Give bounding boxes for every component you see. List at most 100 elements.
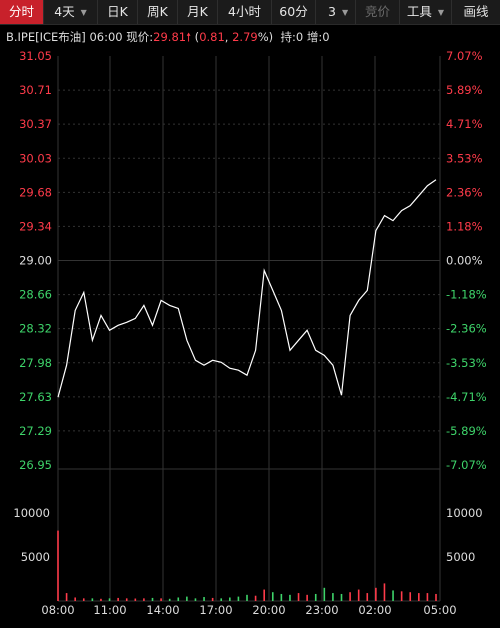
volume-bar — [366, 593, 369, 601]
volume-bar — [271, 592, 274, 601]
volume-bar — [332, 593, 334, 601]
tab-3min[interactable]: 3 ▼ — [316, 0, 356, 24]
intraday-chart[interactable]: 31.05 7.07% 30.71 5.89% 30.37 4.71% 30.03 3.53%… — [0, 44, 500, 628]
caret-down-icon: ▼ — [341, 7, 349, 17]
time-tick-label: 23:00 — [305, 603, 338, 617]
volume-bar — [280, 593, 283, 601]
volume-bar — [323, 587, 326, 601]
volume-bar — [57, 530, 59, 601]
volume-bar — [168, 598, 171, 601]
volume-bar — [263, 589, 265, 601]
price-tick-label: 30.37 — [19, 117, 52, 131]
holding-value: 0 — [295, 30, 304, 44]
price-tick-label: 28.66 — [19, 288, 52, 302]
volume-bar — [229, 597, 231, 601]
time-tick-label: 08:00 — [41, 603, 74, 617]
volume-bar — [383, 583, 386, 601]
caret-down-icon: ▼ — [80, 7, 87, 17]
volume-bar — [409, 592, 412, 601]
time-tick-label: 02:00 — [358, 603, 391, 617]
tools-button[interactable]: 工具 ▼ — [400, 0, 452, 24]
tab-4day[interactable]: 4天 ▼ — [44, 0, 98, 24]
price-tick-label: 29.00 — [19, 254, 52, 268]
volume-bar — [65, 593, 68, 601]
time-tick-label: 14:00 — [146, 603, 179, 617]
volume-bar — [306, 594, 308, 601]
volume-bar — [297, 593, 300, 601]
volume-bar — [74, 597, 76, 601]
tab-intraday[interactable]: 分时 — [0, 0, 44, 24]
tab-auction[interactable]: 竞价 — [356, 0, 400, 24]
increase-label: 增: — [306, 30, 323, 44]
price-tick-label: 27.63 — [19, 390, 52, 404]
price-tick-label: 30.03 — [19, 151, 52, 165]
price-tick-label: 27.98 — [19, 356, 52, 370]
tab-4hour[interactable]: 4小时 — [218, 0, 272, 24]
volume-bar — [435, 593, 437, 601]
symbol-name: B.IPE[ICE布油] — [6, 30, 86, 44]
volume-bar — [117, 597, 119, 601]
volume-bar — [194, 598, 197, 601]
price-change-pct: 2.79 — [232, 30, 258, 44]
volume-bar — [220, 598, 223, 601]
time-tick-label: 05:00 — [423, 603, 456, 617]
quote-info-bar: B.IPE[ICE布油] 06:00 现价:29.81🠕 (0.81, 2.79… — [6, 30, 330, 44]
time-tick-label: 17:00 — [199, 603, 232, 617]
percent-tick-label: -4.71% — [446, 390, 487, 404]
volume-bar — [203, 597, 205, 601]
draw-line-button[interactable]: 画线 — [463, 4, 489, 19]
price-tick-label: 31.05 — [19, 49, 52, 63]
volume-bar — [211, 597, 214, 601]
caret-down-icon: ▼ — [437, 7, 445, 17]
percent-tick-label: 3.53% — [446, 151, 483, 165]
price-tick-label: 29.68 — [19, 185, 52, 199]
volume-bar — [418, 593, 420, 601]
volume-tick-label: 5000 — [21, 550, 50, 564]
price-change: 0.81 — [199, 30, 225, 44]
volume-bar — [143, 598, 145, 601]
percent-tick-label: -3.53% — [446, 356, 487, 370]
volume-bar — [186, 596, 188, 601]
volume-bars — [57, 530, 437, 601]
volume-bar — [125, 598, 128, 601]
percent-tick-label: 5.89% — [446, 83, 483, 97]
tab-weekly-k[interactable]: 周K — [138, 0, 178, 24]
volume-bar — [375, 587, 377, 601]
time-tick-label: 11:00 — [93, 603, 126, 617]
up-arrow-icon: 🠕 — [186, 30, 192, 44]
volume-bar — [151, 597, 154, 601]
volume-bar — [82, 598, 85, 601]
volume-tick-label: 5000 — [446, 550, 475, 564]
holding-label: 持: — [280, 30, 296, 44]
volume-tick-label: 10000 — [446, 506, 483, 520]
volume-bar — [254, 595, 257, 601]
percent-tick-label: -2.36% — [446, 322, 487, 336]
current-price: 29.81 — [153, 30, 187, 44]
volume-bar — [177, 597, 180, 601]
percent-tick-label: -7.07% — [446, 458, 487, 472]
volume-bar — [91, 598, 94, 601]
tab-monthly-k[interactable]: 月K — [178, 0, 218, 24]
time-tick-label: 20:00 — [252, 603, 285, 617]
volume-bar — [426, 593, 429, 601]
percent-tick-label: 7.07% — [446, 49, 483, 63]
volume-bar — [340, 593, 343, 601]
tab-daily-k[interactable]: 日K — [98, 0, 138, 24]
quote-time: 06:00 — [89, 30, 123, 44]
axis-labels: 31.05 7.07% 30.71 5.89% 30.37 4.71% 30.03 3.53%… — [13, 49, 486, 617]
percent-tick-label: 4.71% — [446, 117, 483, 131]
period-toolbar: 分时 4天 ▼ 日K 周K 月K 4小时 60分 3 ▼ 竞价 工具 ▼ 画线 — [0, 0, 500, 25]
price-tick-label: 27.29 — [19, 424, 52, 438]
volume-bar — [100, 598, 102, 601]
volume-bar — [314, 593, 317, 601]
tab-60min[interactable]: 60分 — [272, 0, 316, 24]
percent-tick-label: -1.18% — [446, 288, 487, 302]
volume-bar — [160, 598, 162, 601]
price-label: 现价: — [126, 30, 154, 44]
price-tick-label: 29.34 — [19, 219, 52, 233]
price-tick-label: 26.95 — [19, 458, 52, 472]
increase-value: 0 — [322, 30, 330, 44]
volume-bar — [108, 598, 111, 601]
price-tick-label: 28.32 — [19, 322, 52, 336]
volume-bar — [134, 598, 137, 601]
